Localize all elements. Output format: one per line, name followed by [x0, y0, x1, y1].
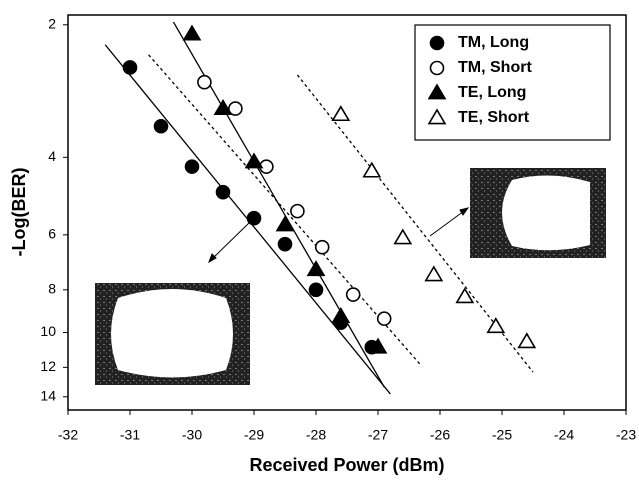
- chart: Received Power (dBm) -Log(BER) -32 -31 -30…: [0, 0, 639, 480]
- marker: [308, 262, 324, 276]
- x-tick-label: -24: [554, 427, 574, 443]
- x-tick-label: -27: [368, 427, 388, 443]
- y-axis-title: -Log(BER): [9, 168, 29, 257]
- marker: [124, 61, 137, 74]
- y-tick-label: 14: [40, 388, 56, 404]
- marker: [186, 160, 199, 173]
- marker: [310, 283, 323, 296]
- y-tick-label: 8: [48, 281, 56, 297]
- x-axis-title: Received Power (dBm): [249, 455, 444, 475]
- x-tick-label: -30: [182, 427, 202, 443]
- y-tick-label: 2: [48, 16, 56, 32]
- legend-label: TM, Short: [458, 59, 532, 76]
- marker: [291, 205, 304, 218]
- y-tick-label: 10: [40, 323, 56, 339]
- marker: [217, 186, 230, 199]
- marker: [347, 288, 360, 301]
- marker: [457, 289, 473, 303]
- y-tick-label: 12: [40, 358, 56, 374]
- y-tick-label: 4: [48, 148, 56, 164]
- x-tick-label: -28: [306, 427, 326, 443]
- x-tick-label: -25: [492, 427, 512, 443]
- marker: [279, 238, 292, 251]
- marker: [333, 309, 349, 323]
- marker: [333, 107, 349, 121]
- marker: [248, 212, 261, 225]
- marker: [395, 230, 411, 244]
- x-tick-label: -32: [58, 427, 78, 443]
- eye-diagram-left: [95, 283, 250, 385]
- marker: [184, 26, 200, 40]
- legend-label: TM, Long: [458, 34, 529, 51]
- legend-marker: [431, 37, 444, 50]
- x-tick-label: -23: [616, 427, 636, 443]
- x-tick-label: -29: [244, 427, 264, 443]
- legend-marker: [431, 62, 444, 75]
- legend-label: TE, Long: [458, 84, 526, 101]
- marker: [246, 154, 262, 168]
- marker: [364, 163, 380, 177]
- marker: [488, 319, 504, 333]
- marker: [426, 267, 442, 281]
- x-tick-label: -26: [430, 427, 450, 443]
- eye-diagram-right: [470, 168, 606, 258]
- y-tick-label: 6: [48, 226, 56, 242]
- marker: [378, 312, 391, 325]
- legend-label: TE, Short: [458, 109, 530, 126]
- marker: [316, 241, 329, 254]
- marker: [198, 76, 211, 89]
- x-tick-label: -31: [120, 427, 140, 443]
- marker: [155, 120, 168, 133]
- marker: [519, 334, 535, 348]
